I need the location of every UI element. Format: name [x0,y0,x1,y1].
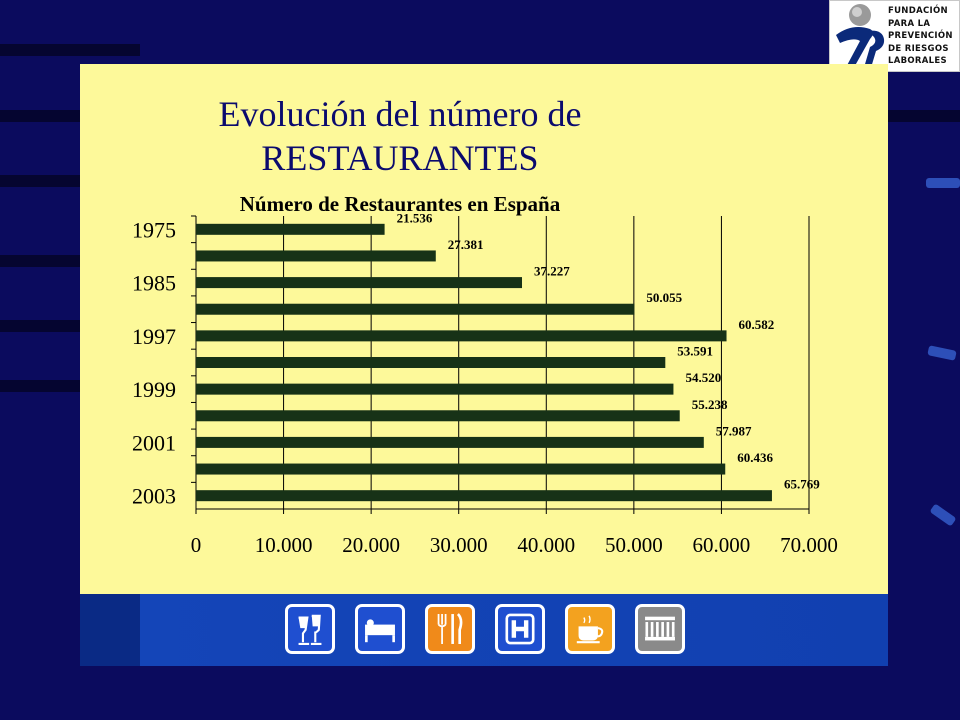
chart-subtitle: Número de Restaurantes en España [239,192,561,216]
x-tick-label: 60.000 [693,533,751,557]
bar [196,277,523,289]
y-tick-label: 2001 [132,430,176,455]
logo-line: DE RIESGOS [888,43,949,54]
data-label: 21.536 [397,210,433,225]
bar [196,436,704,448]
y-tick-label: 2003 [132,484,176,509]
footer-band [80,594,888,666]
slide-title-line-1: Evolución del número de [218,94,582,134]
x-tick-label: 50.000 [605,533,663,557]
logo-line: PARA LA [888,18,931,29]
data-label: 55.238 [692,397,728,412]
data-label: 60.582 [739,317,775,332]
logo-emblem-icon [836,4,885,72]
chart-panel: Evolución del número de RESTAURANTES Núm… [80,64,888,594]
data-label: 27.381 [448,237,484,252]
logo-line: LABORALES [888,56,947,66]
y-tick-label: 1975 [132,217,176,242]
data-label: 50.055 [646,290,682,305]
bar [196,303,635,315]
coffee-cup-icon [565,604,615,654]
drinks-icon [285,604,335,654]
foundation-logo: FUNDACIÓN PARA LA PREVENCIÓN DE RIESGOS … [829,0,960,72]
data-label: 60.436 [737,450,773,465]
bar [196,383,674,395]
data-label: 57.987 [716,423,752,438]
hotel-icon [495,604,545,654]
logo-line: PREVENCIÓN [888,31,953,41]
bar [196,490,772,502]
slide-title: Evolución del número de RESTAURANTES [80,92,720,180]
bed-icon [355,604,405,654]
logo-line: FUNDACIÓN [888,6,948,16]
slide-title-line-2: RESTAURANTES [261,138,539,178]
bar [196,463,726,475]
y-tick-label: 1997 [132,324,176,349]
x-tick-label: 10.000 [255,533,313,557]
data-label: 37.227 [534,264,570,279]
bar [196,410,680,422]
data-label: 65.769 [784,477,820,492]
logo-text: FUNDACIÓN PARA LA PREVENCIÓN DE RIESGOS … [888,5,960,68]
bar [196,330,727,342]
x-tick-label: 30.000 [430,533,488,557]
x-tick-label: 40.000 [517,533,575,557]
x-tick-label: 70.000 [780,533,838,557]
bar-chart: 0 10.000 20.000 30.000 40.000 50.000 60.000 70.… [132,210,838,557]
y-tick-label: 1999 [132,377,176,402]
bar [196,357,666,368]
data-label: 53.591 [677,344,713,359]
bar [196,250,436,262]
monument-icon [635,604,685,654]
cutlery-icon [425,604,475,654]
data-label: 54.520 [685,370,721,385]
bar [196,223,385,235]
x-tick-label: 0 [191,533,202,557]
y-tick-label: 1985 [132,271,176,296]
x-tick-label: 20.000 [342,533,400,557]
